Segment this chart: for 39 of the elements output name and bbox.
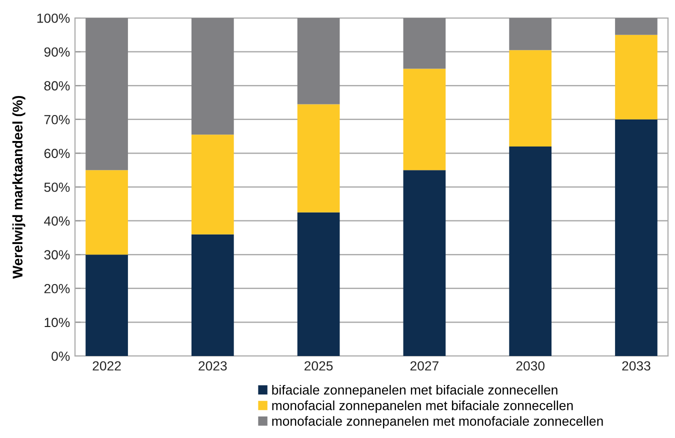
legend-label: monofaciale zonnepanelen met monofaciale zonnecellen [272,416,603,428]
x-tick-label: 2023 [198,361,227,371]
bar [509,18,552,50]
bar [191,18,234,135]
bar [615,18,658,35]
y-axis-title: Werelwijd marktaandeel (%) [12,96,26,279]
bar [509,146,552,356]
y-tick-label: 40% [44,216,70,226]
bar [191,234,234,356]
legend-label: monofacial zonnepanelen met bifaciale zonnecellen [272,400,573,413]
y-tick-label: 80% [44,81,70,91]
bar [86,18,128,170]
y-tick-label: 0% [52,352,70,361]
bar [191,134,234,234]
x-tick-label: 2030 [516,361,544,371]
bar [403,170,446,356]
y-tick-label: 20% [44,284,70,294]
y-tick-label: 90% [44,47,70,57]
y-tick-label: 50% [44,182,70,192]
bar [86,170,128,255]
y-tick-label: 70% [44,114,70,124]
bar [615,34,658,120]
bar [615,119,658,356]
bar [297,18,340,104]
y-tick-label: 10% [44,318,70,328]
y-tick-label: 100% [37,14,70,23]
y-tick-label: 30% [44,250,70,260]
bar [297,212,340,356]
y-tick-label: 60% [44,148,70,158]
bar [86,254,128,356]
x-tick-label: 2027 [410,361,438,371]
x-tick-label: 2033 [622,361,650,371]
bar [403,18,446,69]
legend-label: bifaciale zonnepanelen met bifaciale zonnecellen [272,384,558,398]
x-tick-label: 2022 [92,361,121,371]
bar [297,104,340,212]
bar [509,50,552,146]
bar [403,68,446,170]
x-tick-label: 2025 [304,361,333,371]
